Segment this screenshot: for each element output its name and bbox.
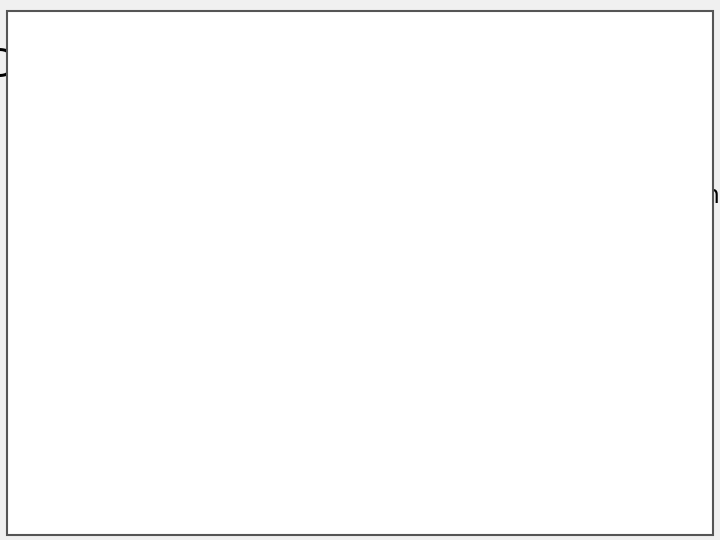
Text: $\sum_i\left(\delta S_{t_i}\right)$: $\sum_i\left(\delta S_{t_i}\right)$ [216,266,317,333]
Text: 12: 12 [672,517,691,532]
Text: $\sum_i\left(S_{t_i} - S_{t_1}\right)\left(\delta S_{t_i}\right)$: $\sum_i\left(S_{t_i} - S_{t_1}\right)\le… [238,363,470,430]
FancyBboxPatch shape [32,27,691,122]
Text: Bruno Dupire: Bruno Dupire [29,517,130,532]
Text: Jump:: Jump: [94,288,161,312]
Text: •: • [50,287,66,313]
FancyBboxPatch shape [22,19,680,113]
Text: Define a time window to calculate effects from jumps and
Leverage.  For example,: Define a time window to calculate effect… [50,184,720,241]
Text: Leverage:: Leverage: [94,385,211,409]
Text: •: • [50,384,66,410]
Text: Dissociating Jump & Leverage effects: Dissociating Jump & Leverage effects [0,48,714,85]
